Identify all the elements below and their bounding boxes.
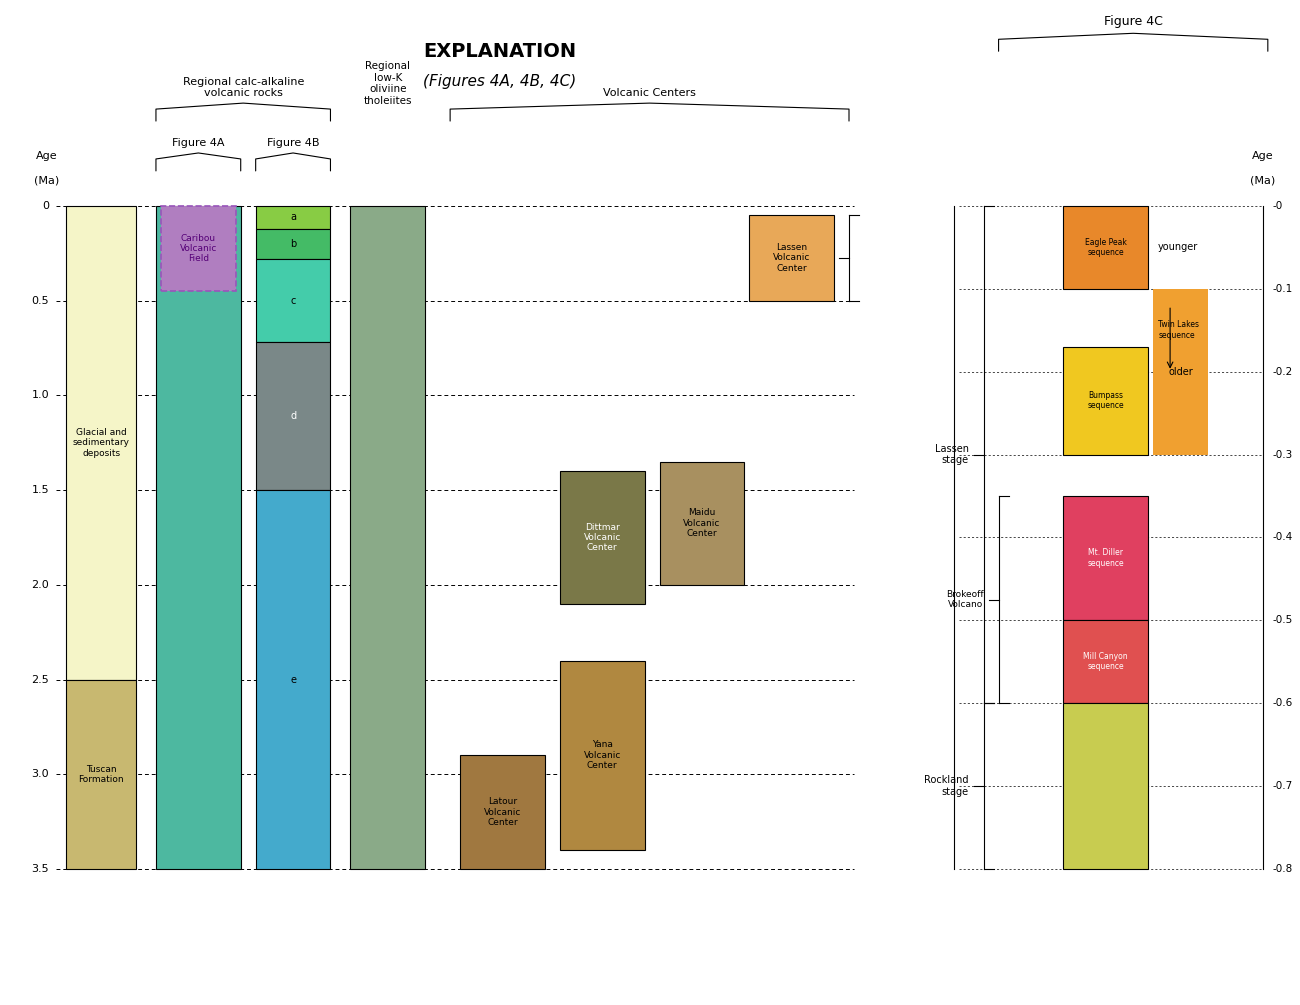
Text: Mt. Diller
sequence: Mt. Diller sequence [1088, 549, 1124, 568]
Bar [1063, 347, 1148, 454]
Text: 2.0: 2.0 [31, 580, 49, 590]
Text: (Figures 4A, 4B, 4C): (Figures 4A, 4B, 4C) [424, 73, 577, 88]
Text: Regional
low-K
oliviine
tholeiites: Regional low-K oliviine tholeiites [364, 61, 412, 106]
Bar [749, 215, 835, 300]
Text: Figure 4A: Figure 4A [172, 138, 225, 148]
Bar [560, 660, 645, 850]
Text: Mill Canyon
sequence: Mill Canyon sequence [1083, 652, 1128, 671]
Bar [659, 461, 745, 585]
Text: -0: -0 [1273, 201, 1283, 211]
Bar [1153, 288, 1208, 454]
Bar [460, 756, 545, 869]
Text: Lassen
stage: Lassen stage [935, 444, 968, 465]
Bar [256, 343, 330, 490]
Text: -0.6: -0.6 [1273, 698, 1294, 709]
Bar [161, 206, 235, 291]
Text: 1.0: 1.0 [31, 390, 49, 400]
Text: Tuscan
Formation: Tuscan Formation [78, 765, 124, 784]
Text: Rockland
stage: Rockland stage [924, 775, 968, 797]
Text: Figure 4B: Figure 4B [266, 138, 320, 148]
Bar [560, 471, 645, 604]
Text: Yana
Volcanic
Center: Yana Volcanic Center [584, 741, 621, 770]
Bar [156, 206, 240, 869]
Text: Glacial and
sedimentary
deposits: Glacial and sedimentary deposits [73, 428, 130, 457]
Bar [256, 490, 330, 869]
Text: d: d [290, 411, 296, 421]
Text: b: b [290, 239, 296, 248]
Bar [256, 259, 330, 343]
Text: 2.5: 2.5 [31, 674, 49, 684]
Text: Twin Lakes
sequence: Twin Lakes sequence [1158, 321, 1199, 340]
Text: -0.2: -0.2 [1273, 367, 1294, 377]
Text: Brokeoff
Volcano: Brokeoff Volcano [946, 590, 984, 609]
Bar [1063, 495, 1148, 620]
Text: a: a [290, 212, 296, 222]
Text: Caribou
Volcanic
Field: Caribou Volcanic Field [179, 233, 217, 263]
Text: -0.1: -0.1 [1273, 283, 1294, 293]
Text: older: older [1169, 367, 1193, 377]
Bar [256, 206, 330, 228]
Text: Age: Age [35, 151, 57, 161]
Bar [1063, 704, 1148, 869]
Text: 1.5: 1.5 [31, 485, 49, 495]
Text: 0.5: 0.5 [31, 295, 49, 306]
Bar [66, 206, 136, 679]
Bar [256, 228, 330, 259]
Text: (Ma): (Ma) [1251, 176, 1275, 186]
Text: 3.0: 3.0 [31, 769, 49, 779]
Bar [1063, 206, 1148, 288]
Text: EXPLANATION: EXPLANATION [424, 42, 576, 60]
Text: e: e [290, 674, 296, 684]
Text: -0.7: -0.7 [1273, 781, 1294, 791]
Text: 0: 0 [43, 201, 49, 211]
Text: -0.8: -0.8 [1273, 864, 1294, 874]
Text: Latour
Volcanic
Center: Latour Volcanic Center [484, 797, 521, 827]
Text: Volcanic Centers: Volcanic Centers [603, 88, 696, 98]
Text: -0.4: -0.4 [1273, 533, 1294, 543]
Text: Bumpass
sequence: Bumpass sequence [1088, 391, 1124, 410]
Text: Regional calc-alkaline
volcanic rocks: Regional calc-alkaline volcanic rocks [182, 76, 304, 98]
Text: Figure 4C: Figure 4C [1104, 15, 1162, 28]
Text: Eagle Peak
sequence: Eagle Peak sequence [1084, 237, 1127, 257]
Bar [66, 679, 136, 869]
Text: -0.5: -0.5 [1273, 615, 1294, 625]
Text: 3.5: 3.5 [31, 864, 49, 874]
Bar [1063, 620, 1148, 704]
Text: younger: younger [1158, 242, 1199, 252]
Text: Maidu
Volcanic
Center: Maidu Volcanic Center [684, 509, 720, 538]
Text: -0.3: -0.3 [1273, 449, 1294, 459]
Text: Dittmar
Volcanic
Center: Dittmar Volcanic Center [584, 523, 621, 553]
Text: (Ma): (Ma) [34, 176, 58, 186]
Text: Lassen
Volcanic
Center: Lassen Volcanic Center [774, 243, 810, 272]
Bar [351, 206, 425, 869]
Text: c: c [290, 295, 296, 306]
Text: Age: Age [1252, 151, 1274, 161]
